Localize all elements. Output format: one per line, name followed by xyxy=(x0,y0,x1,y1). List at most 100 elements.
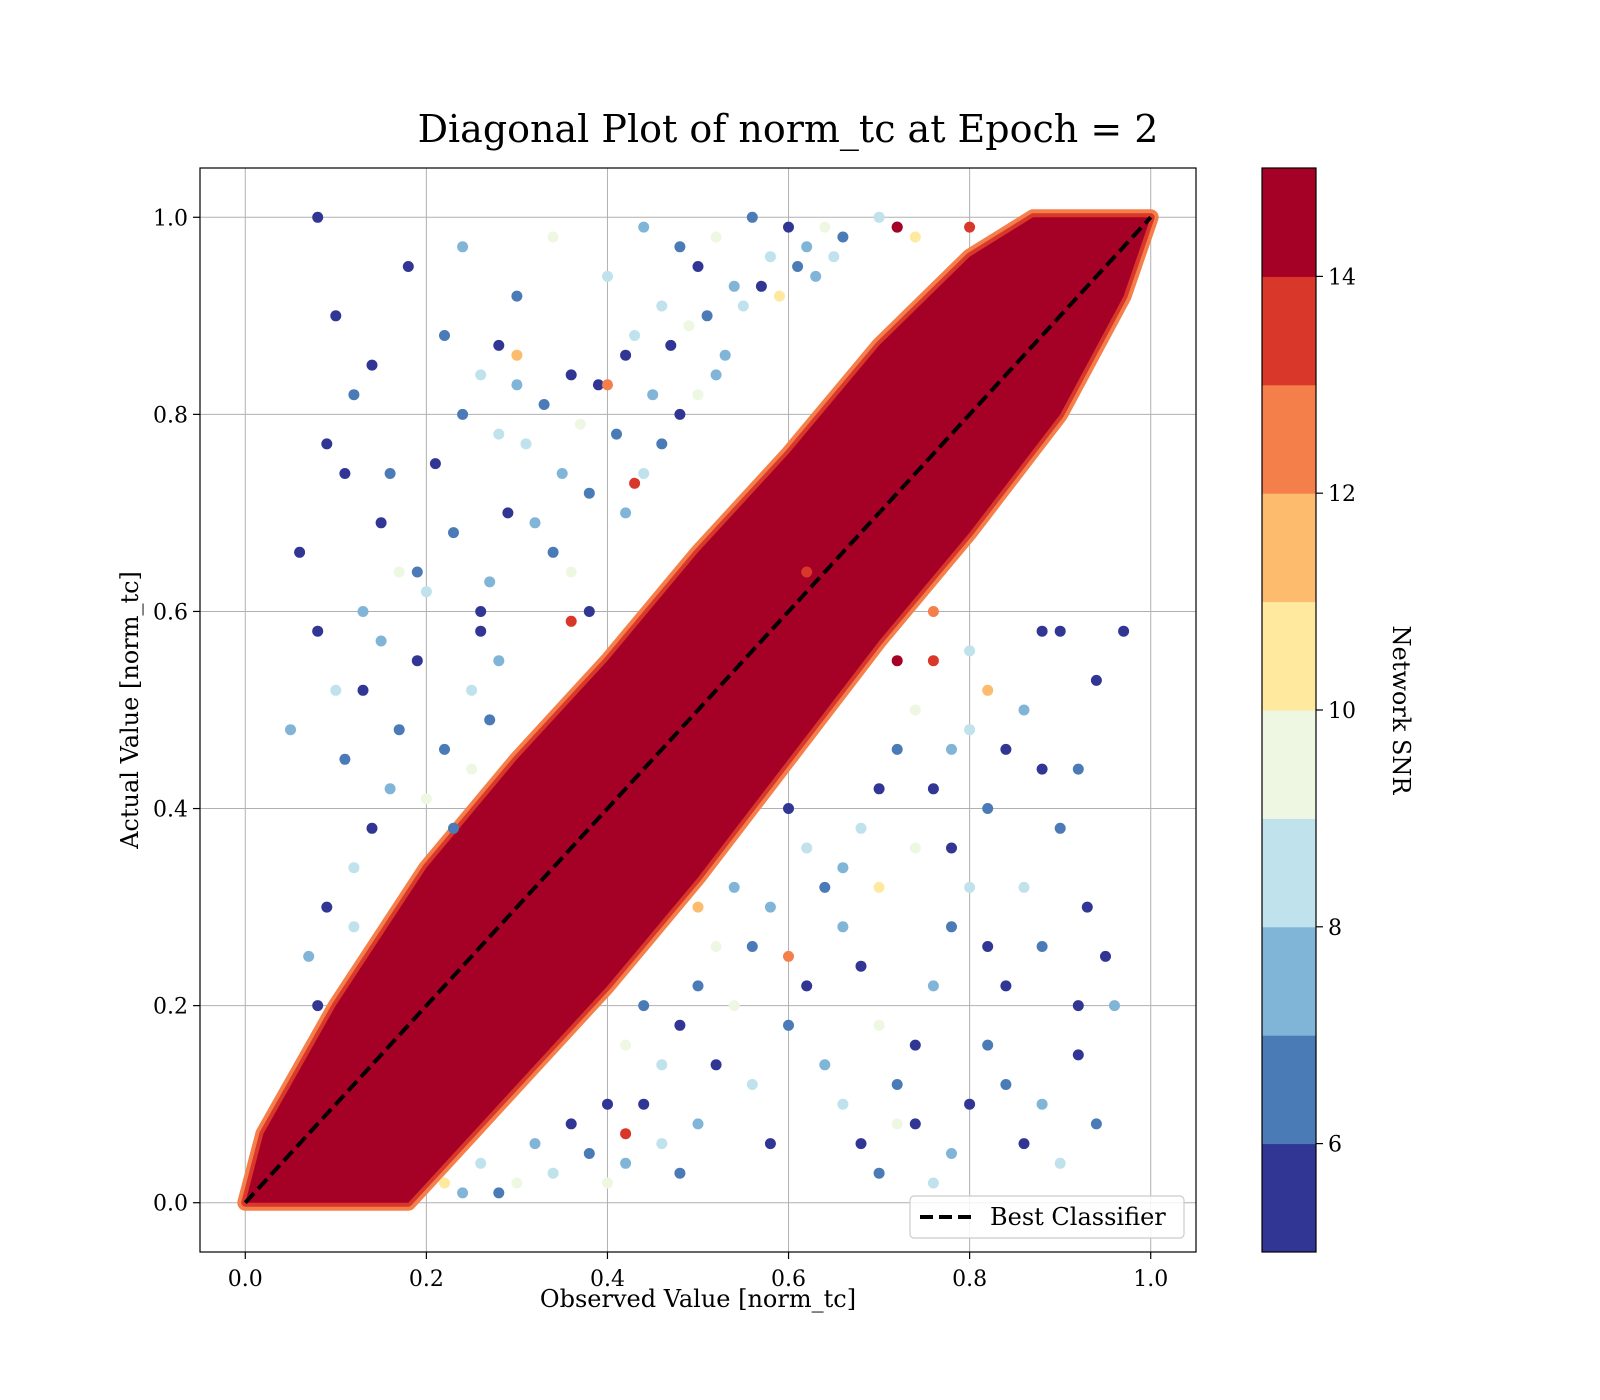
scatter-point-171 xyxy=(1090,1118,1102,1130)
scatter-point-89 xyxy=(547,546,559,558)
scatter-point-3 xyxy=(285,724,296,736)
scatter-points xyxy=(285,211,1130,1199)
scatter-point-153 xyxy=(439,1177,450,1189)
scatter-point-92 xyxy=(620,507,632,519)
scatter-point-66 xyxy=(366,822,378,834)
x-tick-label-2: 0.4 xyxy=(590,1267,625,1292)
scatter-point-127 xyxy=(909,1118,921,1130)
scatter-point-184 xyxy=(873,783,885,795)
scatter-point-138 xyxy=(710,1059,722,1071)
scatter-point-56 xyxy=(810,270,822,282)
scatter-point-191 xyxy=(909,842,921,854)
scatter-point-70 xyxy=(321,901,333,913)
scatter-point-95 xyxy=(674,408,686,420)
scatter-point-79 xyxy=(375,517,387,529)
scatter-point-20 xyxy=(620,349,632,361)
scatter-point-39 xyxy=(502,507,514,519)
scatter-point-67 xyxy=(348,862,360,874)
scatter-point-11 xyxy=(457,241,469,253)
scatter-point-4 xyxy=(321,438,333,450)
scatter-point-21 xyxy=(638,221,650,233)
scatter-point-48 xyxy=(665,339,677,351)
scatter-point-37 xyxy=(448,527,459,539)
scatter-point-84 xyxy=(312,625,324,637)
scatter-point-120 xyxy=(1036,941,1048,952)
scatter-point-164 xyxy=(964,881,976,893)
scatter-point-75 xyxy=(466,763,478,775)
colorbar-tick-label-3: 12 xyxy=(1328,482,1356,507)
scatter-point-118 xyxy=(1072,1000,1084,1012)
scatter-point-124 xyxy=(964,1098,976,1110)
scatter-point-166 xyxy=(1000,1079,1012,1090)
scatter-point-100 xyxy=(891,221,903,233)
scatter-point-99 xyxy=(565,615,577,627)
scatter-point-81 xyxy=(393,566,405,578)
scatter-point-172 xyxy=(746,1079,758,1090)
scatter-point-155 xyxy=(801,980,813,992)
scatter-point-126 xyxy=(927,1177,939,1189)
scatter-point-112 xyxy=(982,803,994,814)
scatter-point-104 xyxy=(801,566,813,578)
colorbar-bin-5 xyxy=(1262,601,1316,711)
scatter-point-183 xyxy=(855,822,867,834)
scatter-point-163 xyxy=(946,921,957,933)
scatter-point-165 xyxy=(982,941,994,952)
colorbar-bin-2 xyxy=(1262,926,1316,1036)
scatter-point-26 xyxy=(728,280,740,292)
scatter-point-36 xyxy=(429,458,441,470)
scatter-point-43 xyxy=(574,418,586,430)
scatter-point-18 xyxy=(583,487,595,499)
scatter-point-72 xyxy=(312,1000,324,1012)
x-axis-ticks: 0.0 0.2 0.4 0.6 0.8 1.0 xyxy=(228,1252,1168,1292)
scatter-point-9 xyxy=(420,586,432,598)
scatter-point-142 xyxy=(638,1098,650,1110)
scatter-point-106 xyxy=(1090,674,1102,686)
scatter-point-114 xyxy=(946,842,957,854)
x-tick-label-3: 0.6 xyxy=(771,1267,806,1292)
colorbar: 6 8 10 12 14 xyxy=(1261,167,1356,1253)
scatter-point-65 xyxy=(384,783,396,795)
y-tick-label-4: 0.8 xyxy=(153,403,188,428)
scatter-point-22 xyxy=(656,300,668,312)
legend-box xyxy=(909,1195,1185,1239)
scatter-point-50 xyxy=(701,310,713,322)
scatter-point-135 xyxy=(764,901,776,913)
colorbar-bin-4 xyxy=(1262,710,1316,819)
colorbar-tick-label-2: 10 xyxy=(1328,699,1356,724)
scatter-point-63 xyxy=(466,684,478,696)
scatter-point-134 xyxy=(783,803,794,814)
scatter-point-53 xyxy=(755,280,767,292)
scatter-point-90 xyxy=(565,566,577,578)
x-tick-label-4: 0.8 xyxy=(952,1267,987,1292)
scatter-point-143 xyxy=(620,1157,632,1169)
scatter-point-107 xyxy=(1118,625,1130,637)
scatter-point-144 xyxy=(602,1177,613,1189)
scatter-point-160 xyxy=(891,1118,903,1130)
scatter-point-61 xyxy=(393,724,405,736)
plot-frame xyxy=(199,167,1197,1253)
scatter-point-77 xyxy=(493,655,505,667)
scatter-point-55 xyxy=(792,261,804,272)
colorbar-bin-0 xyxy=(1262,1143,1316,1253)
scatter-point-173 xyxy=(764,1138,776,1150)
scatter-point-38 xyxy=(484,576,496,588)
scatter-point-7 xyxy=(384,468,396,479)
y-tick-label-5: 1.0 xyxy=(153,206,188,231)
x-tick-label-5: 1.0 xyxy=(1133,1267,1168,1292)
scatter-point-93 xyxy=(638,468,650,479)
scatter-point-46 xyxy=(629,330,641,341)
scatter-point-30 xyxy=(801,241,813,253)
legend-label: Best Classifier xyxy=(990,1203,1166,1231)
scatter-point-186 xyxy=(909,704,921,716)
best-classifier-line xyxy=(243,215,1153,1205)
scatter-point-25 xyxy=(710,231,722,243)
scatter-point-6 xyxy=(366,359,378,371)
scatter-point-190 xyxy=(873,881,885,893)
scatter-point-158 xyxy=(855,1138,867,1150)
scatter-point-180 xyxy=(620,1039,632,1051)
scatter-point-149 xyxy=(511,1177,523,1189)
scatter-point-147 xyxy=(547,1167,559,1179)
scatter-point-5 xyxy=(348,389,360,401)
scatter-point-177 xyxy=(674,1019,686,1031)
